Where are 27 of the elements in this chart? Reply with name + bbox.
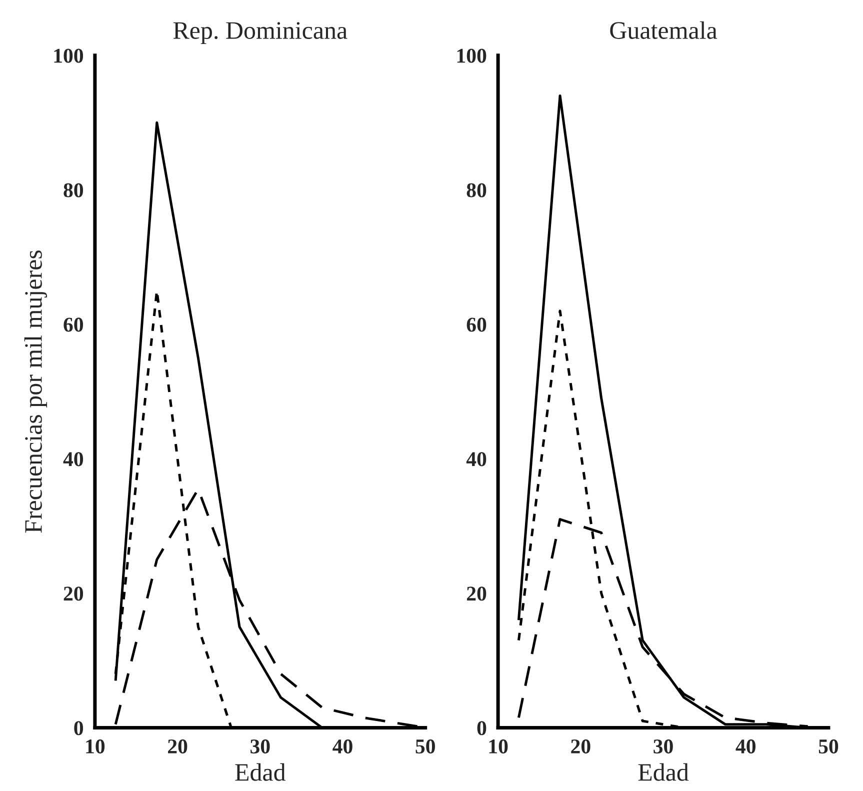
x-tick-label: 50 [818, 739, 838, 754]
y-tick-label: 80 [64, 183, 84, 198]
x-tick-label: 30 [654, 739, 673, 754]
y-tick-label: 40 [63, 452, 84, 466]
y-tick-label: 20 [64, 586, 84, 601]
y-tick-label: 60 [466, 318, 486, 332]
x-tick-label: 10 [86, 739, 105, 754]
y-tick-label: 100 [54, 48, 84, 63]
x-tick-label: 20 [168, 739, 188, 754]
x-axis-title: Edad [638, 763, 689, 781]
y-tick-label: 0 [477, 721, 486, 736]
y-tick-label: 0 [74, 721, 84, 736]
chart-title: Guatemala [610, 21, 718, 39]
x-tick-label: 10 [489, 739, 508, 754]
x-tick-label: 20 [571, 739, 590, 754]
y-tick-label: 100 [457, 48, 486, 63]
x-axis-title: Edad [235, 763, 286, 781]
y-tick-label: 80 [466, 183, 486, 198]
chart-title: Rep. Dominicana [173, 22, 348, 44]
y-tick-label: 40 [466, 452, 486, 466]
x-tick-label: 40 [736, 739, 756, 754]
x-tick-label: 50 [416, 739, 435, 754]
y-axis-title: Frecuencias por mil mujeres [24, 250, 48, 533]
x-tick-label: 30 [250, 739, 270, 754]
y-tick-label: 60 [64, 318, 84, 332]
x-tick-label: 40 [332, 739, 352, 754]
y-tick-label: 20 [466, 586, 486, 601]
